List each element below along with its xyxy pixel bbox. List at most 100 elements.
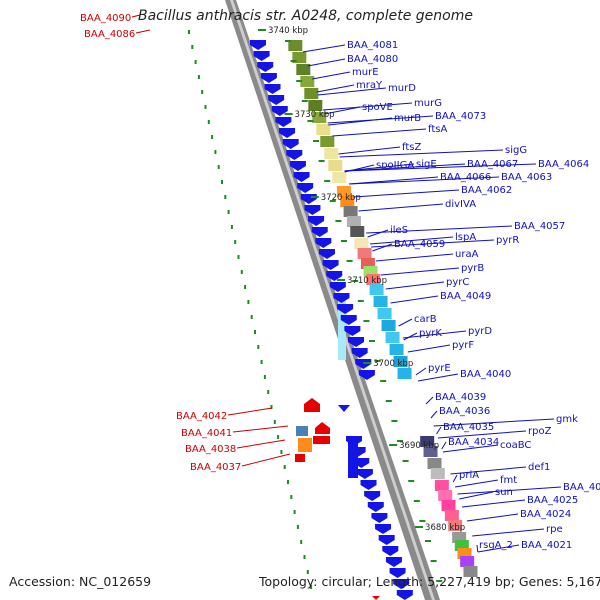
dotted-tick-left	[227, 210, 230, 214]
label-leader-line	[436, 426, 442, 435]
forward-gene-arrow-18	[315, 238, 332, 248]
accession-text: Accession: NC_012659	[9, 574, 152, 589]
gene-strip-block-8	[320, 136, 335, 147]
gene-label-BAA_4037: BAA_4037	[190, 462, 241, 473]
dotted-tick-left	[296, 525, 299, 529]
dotted-tick-right	[430, 560, 437, 562]
label-leader-line	[461, 499, 526, 508]
gene-strip-block-30	[420, 436, 435, 447]
forward-gene-arrow-16	[308, 216, 325, 226]
dotted-tick-left	[191, 45, 194, 49]
dotted-tick-right	[380, 380, 387, 382]
gene-label-ftsA: ftsA	[428, 124, 447, 135]
label-leader-line	[407, 344, 451, 353]
gene-strip-block-6	[312, 112, 327, 123]
forward-gene-arrow-28	[351, 348, 368, 358]
dotted-tick-right	[285, 40, 291, 42]
dotted-tick-right	[419, 520, 426, 522]
gene-strip-block-10	[328, 160, 343, 171]
gene-strip-block-27	[389, 344, 404, 355]
gene-label-def1: def1	[528, 462, 550, 473]
dotted-tick-left	[244, 285, 247, 289]
gene-strip-block-14	[343, 206, 358, 217]
dotted-tick-left	[221, 180, 223, 184]
gene-strip-block-19	[360, 258, 375, 269]
label-leader-line	[380, 267, 460, 276]
dotted-tick-left	[306, 570, 309, 574]
forward-gene-arrow-37	[367, 502, 384, 512]
dotted-tick-left	[310, 585, 313, 589]
forward-gene-arrow-13	[297, 183, 314, 193]
forward-gene-arrow-5	[268, 95, 285, 105]
gene-strip-block-12	[336, 186, 351, 197]
forward-gene-arrow-38	[371, 513, 388, 523]
gene-label-BAA_4024: BAA_4024	[520, 509, 571, 520]
gene-strip-block-42	[460, 556, 475, 567]
forward-gene-arrow-34	[356, 469, 373, 479]
forward-gene-arrow-11	[289, 161, 306, 171]
gene-label-gmk: gmk	[556, 414, 578, 425]
dotted-tick-left	[224, 195, 227, 199]
dotted-tick-left	[211, 135, 214, 139]
label-leader-line	[312, 71, 351, 80]
gene-label-BAA_4021: BAA_4021	[521, 540, 572, 551]
genome-title: Bacillus anthracis str. A0248, complete …	[138, 8, 473, 24]
label-leader-line	[353, 189, 460, 198]
gene-strip-block-43	[463, 566, 478, 577]
label-leader-line	[316, 84, 355, 93]
forward-gene-arrow-8	[279, 128, 296, 138]
dotted-tick-left	[188, 30, 190, 34]
gene-label-priA: priA	[459, 470, 479, 481]
forward-gene-arrow-42	[385, 557, 402, 567]
dotted-tick-left	[201, 90, 204, 94]
gene-label-BAA_4059: BAA_4059	[394, 239, 445, 250]
gene-label-pyrF: pyrF	[452, 340, 474, 351]
label-leader-line	[442, 444, 499, 453]
label-leader-line	[466, 513, 519, 522]
dotted-tick-left	[207, 120, 210, 124]
gene-label-BAA_4086: BAA_4086	[84, 29, 135, 40]
dotted-tick-left	[247, 300, 250, 304]
gene-strip-block-17	[354, 238, 369, 249]
forward-gene-arrow-0	[250, 40, 266, 50]
label-leader-line	[367, 229, 389, 238]
gene-strip-block-2	[296, 64, 311, 75]
gene-strip-block-33	[430, 468, 445, 479]
dotted-tick-right	[352, 280, 359, 282]
dotted-tick-left	[254, 330, 256, 334]
label-leader-line	[324, 106, 361, 115]
label-leader-line	[348, 176, 500, 185]
gene-label-spoVE: spoVE	[362, 102, 393, 113]
gene-label-coaBC: coaBC	[500, 440, 531, 451]
gene-label-BAA_4036: BAA_4036	[439, 406, 490, 417]
topology-text: Topology: circular; Length: 5,227,419 bp…	[259, 574, 600, 589]
gene-strip-block-32	[427, 458, 442, 469]
label-leader-line	[415, 367, 427, 376]
gene-label-lspA: lspA	[455, 232, 476, 243]
label-leader-line	[366, 225, 513, 234]
gene-label-fmt: fmt	[500, 475, 517, 486]
reverse-gene-arrow-1	[315, 422, 330, 434]
forward-gene-arrow-15	[304, 205, 321, 215]
gene-strip-block-25	[381, 320, 396, 331]
gene-strip-block-20	[363, 266, 378, 277]
dotted-tick-left	[260, 360, 263, 364]
gene-strip-block-5	[308, 100, 323, 111]
dotted-tick-right	[335, 220, 342, 222]
label-leader-line	[477, 544, 520, 553]
gene-strip-block-15	[346, 216, 361, 227]
dotted-tick-right	[296, 80, 303, 82]
reverse-gene-arrow-2	[313, 436, 330, 444]
gene-label-pyrK: pyrK	[419, 328, 442, 339]
backbone-highlight	[230, 0, 435, 600]
label-leader-line	[454, 479, 499, 488]
dotted-tick-left	[273, 420, 276, 424]
dotted-tick-left	[194, 60, 197, 64]
kbp-label: 3700 kbp	[373, 359, 413, 369]
dotted-tick-right	[346, 260, 353, 262]
label-leader-line	[459, 491, 494, 500]
forward-gene-arrow-19	[318, 249, 335, 259]
kbp-label: 3680 kbp	[425, 523, 465, 533]
gene-strip-block-26	[385, 332, 400, 343]
label-leader-line	[403, 332, 418, 341]
